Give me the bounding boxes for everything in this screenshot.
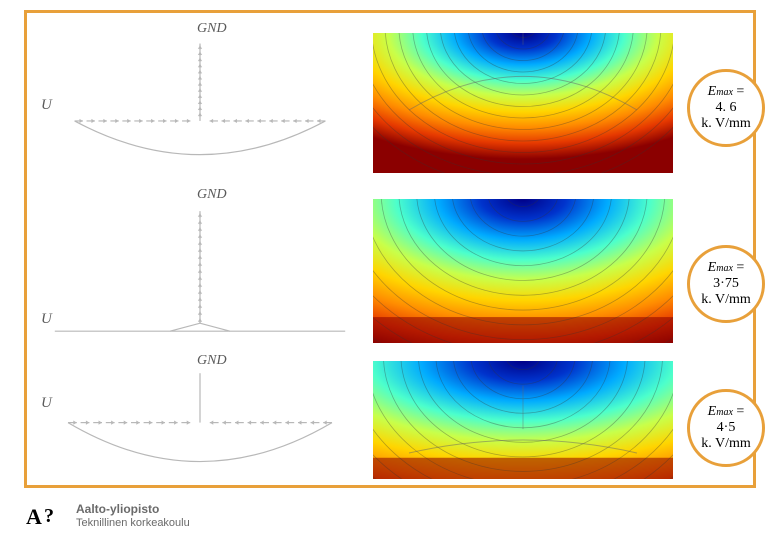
heatmap-3 xyxy=(373,361,673,479)
footer: A ? Aalto-yliopisto Teknillinen korkeako… xyxy=(24,500,190,532)
emax-val-3: 4·5 xyxy=(717,420,736,436)
uni-line2: Teknillinen korkeakoulu xyxy=(76,517,190,531)
heatmap-2 xyxy=(373,199,673,343)
aalto-logo: A ? xyxy=(24,500,66,532)
svg-text:?: ? xyxy=(44,505,54,527)
row-2: GND U Emax = 3·75 k. V/mm xyxy=(27,185,753,343)
uni-line1: Aalto-yliopisto xyxy=(76,502,190,517)
emax-unit-1: k. V/mm xyxy=(701,116,751,132)
university-text: Aalto-yliopisto Teknillinen korkeakoulu xyxy=(76,502,190,531)
emax-val-2: 3·75 xyxy=(713,276,739,292)
heatmap-1 xyxy=(373,33,673,173)
emax-badge-1: Emax = 4. 6 k. V/mm xyxy=(687,69,765,147)
emax-badge-2: Emax = 3·75 k. V/mm xyxy=(687,245,765,323)
schematic-2 xyxy=(35,189,365,347)
row-3: GND U Emax = 4·5 k. V/mm xyxy=(27,351,753,481)
emax-val-1: 4. 6 xyxy=(716,100,737,116)
emax-badge-3: Emax = 4·5 k. V/mm xyxy=(687,389,765,467)
svg-text:A: A xyxy=(26,504,42,529)
emax-eqline-1: Emax = xyxy=(708,84,745,100)
emax-unit-3: k. V/mm xyxy=(701,436,751,452)
emax-eqline-2: Emax = xyxy=(708,260,745,276)
figure-frame: GND U Emax = 4. 6 k. V/mm GND U Emax = 3… xyxy=(24,10,756,488)
row-1: GND U Emax = 4. 6 k. V/mm xyxy=(27,19,753,177)
schematic-3 xyxy=(35,355,365,485)
emax-unit-2: k. V/mm xyxy=(701,292,751,308)
schematic-1 xyxy=(35,23,365,181)
emax-eqline-3: Emax = xyxy=(708,404,745,420)
